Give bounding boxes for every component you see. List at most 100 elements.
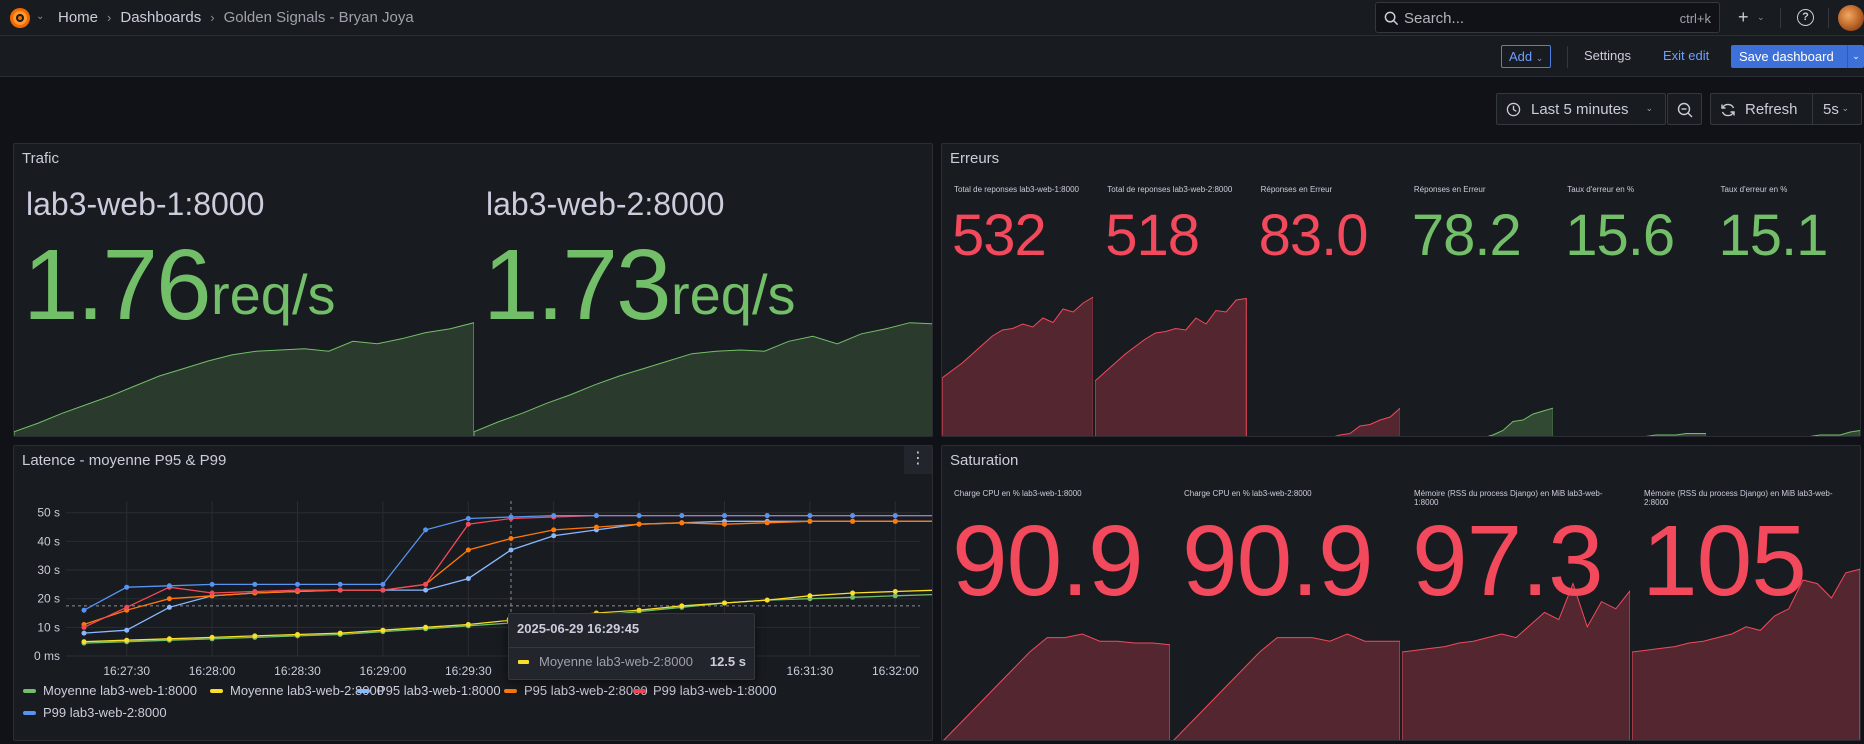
data-point (892, 518, 898, 524)
panel-menu-icon[interactable]: ⋮ (904, 446, 932, 474)
divider (1812, 94, 1813, 124)
stat-name: Mémoire (RSS du process Django) en MiB l… (1644, 489, 1833, 507)
data-point (337, 587, 343, 593)
stat-name: Réponses en Erreur (1260, 185, 1333, 194)
chevron-right-icon: › (107, 10, 112, 25)
panel-latence: Latence - moyenne P95 & P99 ⋮ 0 ms 10 s 20… (13, 445, 933, 741)
data-point (81, 624, 87, 630)
data-point (124, 584, 130, 590)
legend-item[interactable]: Moyenne lab3-web-2:8000 (210, 683, 384, 698)
dashboard-toolbar: Add ⌄ Settings Exit edit Save dashboard ⌄ (0, 36, 1864, 77)
breadcrumb-dashboards[interactable]: Dashboards (120, 9, 202, 26)
data-point (209, 634, 215, 640)
breadcrumb-home[interactable]: Home (58, 9, 99, 26)
stat-name: Mémoire (RSS du process Django) en MiB l… (1414, 489, 1603, 507)
save-dashboard-button[interactable]: Save dashboard ⌄ (1731, 45, 1864, 68)
data-point (807, 513, 813, 519)
data-point (551, 527, 557, 533)
y-tick-label: 0 ms (34, 649, 60, 663)
chevron-down-icon[interactable]: ⌄ (1757, 12, 1765, 22)
stat-unit: req/s (211, 263, 336, 326)
exit-edit-button[interactable]: Exit edit (1663, 48, 1710, 63)
plus-icon[interactable]: + (1738, 7, 1749, 27)
sparkline (1402, 582, 1630, 740)
y-tick-label: 40 s (37, 534, 60, 548)
series-line (83, 514, 932, 628)
search-input[interactable] (1404, 8, 1644, 28)
legend-swatch (23, 710, 36, 715)
legend-swatch (504, 688, 517, 693)
stat-value: 97.3 (1412, 505, 1604, 617)
search-box[interactable]: ctrl+k (1375, 2, 1720, 33)
data-point (636, 521, 642, 527)
data-point (551, 513, 557, 519)
legend-item[interactable]: P95 lab3-web-2:8000 (504, 683, 648, 698)
data-point (508, 536, 514, 541)
data-point (252, 633, 258, 639)
data-point (593, 524, 599, 530)
data-point (551, 533, 557, 539)
panel-title: Trafic (22, 150, 59, 167)
data-point (636, 607, 642, 613)
latency-chart[interactable]: 0 ms 10 s 20 s 30 s 40 s 50 s 16:27:30 16:28:00… (14, 446, 933, 686)
zoom-out-button[interactable] (1667, 93, 1702, 125)
data-point (423, 624, 429, 630)
search-shortcut: ctrl+k (1679, 11, 1711, 26)
legend-label: P95 lab3-web-2:8000 (524, 683, 648, 698)
data-point (81, 607, 87, 613)
refresh-button[interactable]: Refresh (1745, 101, 1798, 118)
data-point (508, 514, 514, 520)
sparkline (1635, 433, 1707, 436)
help-icon[interactable]: ? (1797, 9, 1814, 26)
stat-value: 105 (1642, 505, 1807, 617)
x-tick-label: 16:32:00 (872, 664, 919, 678)
stat-value: 1.73 (483, 229, 672, 341)
add-button[interactable]: Add ⌄ (1501, 45, 1552, 68)
legend-item[interactable]: Moyenne lab3-web-1:8000 (23, 683, 197, 698)
legend-item[interactable]: P99 lab3-web-1:8000 (633, 683, 777, 698)
legend-item[interactable]: P95 lab3-web-1:8000 (357, 683, 501, 698)
legend-item[interactable]: P99 lab3-web-2:8000 (23, 705, 167, 720)
data-point (209, 590, 215, 596)
stat-value: 1.76 (23, 229, 212, 341)
avatar[interactable] (1838, 5, 1864, 31)
sparkline (942, 296, 1094, 436)
x-tick-label: 16:31:30 (787, 664, 834, 678)
tooltip-series-name: Moyenne lab3-web-2:8000 (539, 654, 693, 669)
divider (1780, 8, 1781, 28)
refresh-icon[interactable] (1720, 102, 1736, 118)
chevron-down-icon[interactable]: ⌄ (1841, 103, 1849, 113)
stat-value: 15.1 (1718, 203, 1829, 268)
divider (1828, 8, 1829, 28)
data-point (166, 596, 172, 602)
search-icon (1384, 11, 1399, 26)
legend-label: Moyenne lab3-web-2:8000 (230, 683, 384, 698)
chevron-down-icon[interactable]: ⌄ (1847, 45, 1864, 68)
x-tick-label: 16:29:00 (360, 664, 407, 678)
chart-tooltip: 2025-06-29 16:29:45 Moyenne lab3-web-2:8… (508, 613, 755, 680)
data-point (124, 604, 130, 610)
legend-label: Moyenne lab3-web-1:8000 (43, 683, 197, 698)
legend-swatch (210, 688, 223, 693)
settings-button[interactable]: Settings (1584, 48, 1631, 63)
data-point (166, 604, 172, 610)
refresh-interval-select[interactable]: 5s (1823, 101, 1839, 118)
panel-title: Erreurs (950, 150, 1000, 167)
data-point (850, 594, 856, 600)
data-point (81, 639, 87, 645)
stat-value: 532 (952, 203, 1047, 268)
stat-name: Taux d'erreur en % (1567, 185, 1635, 194)
data-point (337, 581, 343, 587)
tooltip-time: 2025-06-29 16:29:45 (517, 621, 640, 636)
stat-name: Total de reponses lab3-web-2:8000 (1107, 185, 1233, 194)
series-line (83, 520, 932, 626)
data-point (465, 576, 471, 582)
data-point (252, 581, 258, 587)
time-range-picker[interactable]: Last 5 minutes ⌄ (1496, 93, 1666, 125)
sparkline (1173, 633, 1400, 740)
grafana-logo-icon[interactable] (8, 6, 32, 30)
data-point (166, 583, 172, 589)
chevron-down-icon[interactable]: ⌄ (36, 11, 45, 22)
data-point (295, 587, 300, 593)
data-point (892, 593, 898, 599)
